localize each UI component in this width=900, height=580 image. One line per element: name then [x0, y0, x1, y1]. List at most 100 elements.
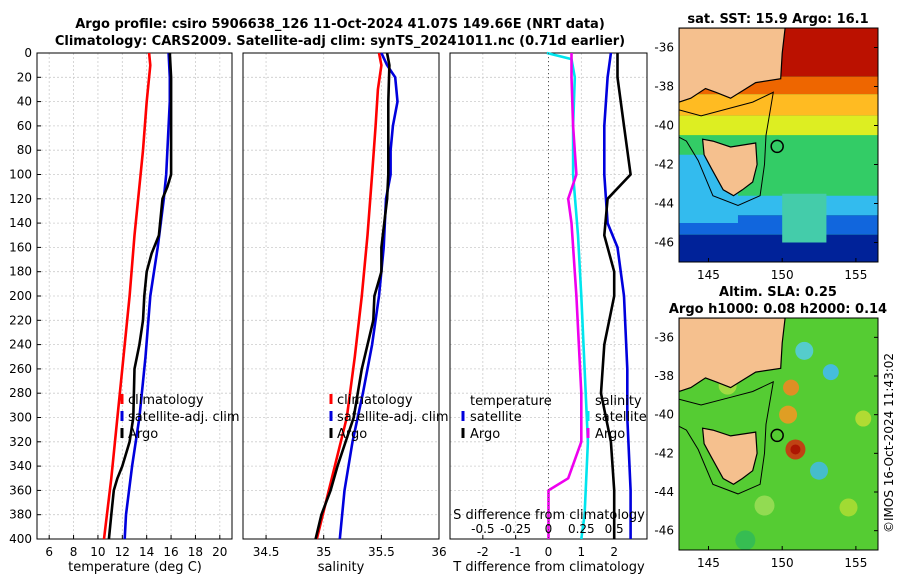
sst-map-panel: 145 150 155 -36 -38 -40 -42 -44 -46	[654, 27, 879, 282]
x-tick-label: 6	[45, 545, 53, 559]
shelf-contour	[679, 380, 774, 495]
x-tick-label: 35.5	[368, 545, 395, 559]
figure-title-line2: Climatology: CARS2009. Satellite-adj cli…	[55, 34, 625, 49]
y-tick-label: -40	[654, 119, 674, 133]
y-tick-label: 20	[17, 70, 32, 84]
y-tick-label: 0	[24, 46, 32, 60]
y-tick-label: -44	[654, 197, 674, 211]
series-line-satellite-adj-clim	[123, 52, 172, 540]
y-tick-label: 300	[9, 411, 32, 425]
x-tick-label: 12	[115, 545, 130, 559]
x-tick-label: 20	[212, 545, 227, 559]
x-tick-label: -1	[510, 545, 522, 559]
y-tick-label: -42	[654, 158, 674, 172]
australia-landmass	[679, 318, 786, 393]
series-line-argo	[314, 52, 391, 540]
legend-label: satellite	[470, 410, 522, 425]
y-tick-label: 200	[9, 289, 32, 303]
sla-blob	[735, 530, 756, 550]
y-tick-label: 80	[17, 143, 32, 157]
x-tick-label: 18	[188, 545, 203, 559]
x-tick-label: 0	[545, 545, 553, 559]
y-tick-label: -36	[654, 41, 674, 55]
x-tick-label: 145	[697, 556, 720, 570]
legend-label: Argo	[337, 427, 367, 442]
y-tick-label: 260	[9, 362, 32, 376]
series-line-argo	[107, 52, 173, 540]
y-tick-label: -46	[654, 524, 674, 538]
x-tick-label: 10	[90, 545, 105, 559]
australia-landmass	[679, 28, 786, 103]
y-tick-label: 60	[17, 119, 32, 133]
x-tick2-label: 0.5	[605, 522, 624, 536]
x-tick-label: 1	[578, 545, 586, 559]
legend-label: Argo	[595, 427, 625, 442]
x-tick2-label: -0.5	[471, 522, 494, 536]
legend-label: satellite	[595, 410, 647, 425]
figure-title-line1: Argo profile: csiro 5906638_126 11-Oct-2…	[75, 17, 605, 32]
legend-label: satellite-adj. clim	[128, 410, 240, 425]
sla-map-panel: 145 150 155 -36 -38 -40 -42 -44 -46	[654, 317, 879, 570]
x-tick-label: 16	[163, 545, 178, 559]
y-tick-label: -38	[654, 369, 674, 383]
tasmania-landmass	[701, 138, 758, 197]
y-tick-label: 220	[9, 313, 32, 327]
x-tick-label: 155	[844, 268, 867, 282]
y-tick-label: 140	[9, 216, 32, 230]
y-tick-label: -40	[654, 408, 674, 422]
y-tick-label: 280	[9, 386, 32, 400]
legend-title: salinity	[595, 394, 642, 409]
sla-blob	[783, 379, 800, 396]
sla-blob	[839, 498, 858, 517]
sst-band	[782, 193, 827, 243]
y-tick-label: 40	[17, 95, 32, 109]
temperature-xlabel: temperature (deg C)	[68, 560, 202, 575]
x-tick-label: 2	[610, 545, 618, 559]
imos-timestamp: ©IMOS 16-Oct-2024 11:43:02	[882, 353, 896, 533]
sla-blob	[855, 410, 872, 427]
sst-band	[679, 115, 878, 136]
x-tick-label: -2	[477, 545, 489, 559]
x-tick-label: 8	[70, 545, 78, 559]
legend-label: Argo	[128, 427, 158, 442]
tasmania-landmass	[701, 427, 758, 486]
x-tick-label: 34.5	[253, 545, 280, 559]
y-tick-label: -42	[654, 446, 674, 460]
sla-blob	[790, 444, 801, 455]
x-tick-label: 155	[844, 556, 867, 570]
shelf-contour	[679, 91, 774, 207]
y-tick-label: 160	[9, 240, 32, 254]
y-tick-label: 340	[9, 459, 32, 473]
series-line-climatology	[315, 52, 383, 540]
sst-map-title: sat. SST: 15.9 Argo: 16.1	[687, 12, 868, 27]
sst-band	[679, 94, 878, 116]
series-line-argo-t-diff	[599, 53, 632, 539]
y-tick-label: 380	[9, 508, 32, 522]
y-tick-label: 180	[9, 265, 32, 279]
x-tick-label: 145	[697, 268, 720, 282]
map-field	[679, 318, 878, 550]
difference-panel: -2 -1 0 1 2-0.5 -0.25 0 0.25 0.5temperaturesatel…	[449, 51, 648, 559]
x-tick2-label: 0.25	[568, 522, 595, 536]
y-tick-label: 360	[9, 483, 32, 497]
y-tick-label: -46	[654, 236, 674, 250]
legend-label: satellite-adj. clim	[337, 410, 449, 425]
y-tick-label: 320	[9, 435, 32, 449]
salinity-xlabel: salinity	[318, 560, 365, 575]
argo-position-marker	[770, 428, 784, 443]
x-tick-label: 35	[316, 545, 331, 559]
sla-blob	[779, 405, 798, 424]
y-tick-label: 120	[9, 192, 32, 206]
sla-blob	[795, 341, 814, 360]
argo-position-marker	[770, 139, 784, 154]
x-tick-label: 150	[771, 268, 794, 282]
salinity-panel: 34.5 35 35.5 36 climatology satellite-adj. cl…	[242, 52, 449, 559]
sla-map-title-line2: Argo h1000: 0.08 h2000: 0.14	[669, 302, 887, 317]
legend-label: climatology	[337, 393, 413, 408]
series-line-climatology	[102, 52, 152, 540]
map-field	[679, 28, 878, 262]
legend-label: climatology	[128, 393, 204, 408]
y-tick-label: -38	[654, 80, 674, 94]
sla-blob	[810, 461, 829, 480]
